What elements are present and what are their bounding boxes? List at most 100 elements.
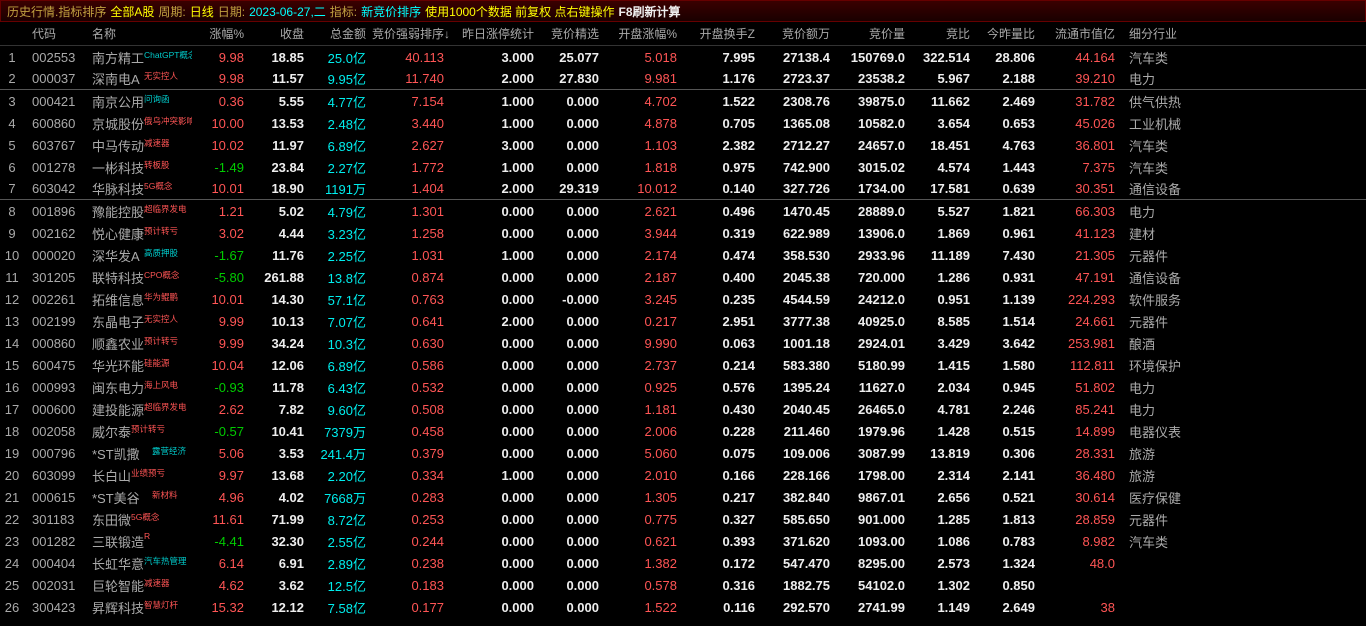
yesterday-limit: 3.000 xyxy=(450,50,540,65)
day-ratio: 0.639 xyxy=(976,181,1041,196)
table-row[interactable]: 18002058威尔泰预计转亏-0.5710.417379万0.4580.000… xyxy=(0,420,1366,442)
close-price: 10.41 xyxy=(250,424,310,439)
day-ratio: 0.931 xyxy=(976,270,1041,285)
amount: 4.79亿 xyxy=(310,202,372,221)
amount: 6.43亿 xyxy=(310,378,372,397)
col-close[interactable]: 收盘 xyxy=(250,25,310,42)
table-row[interactable]: 23001282三联锻造R-4.4132.302.55亿0.2440.0000.… xyxy=(0,530,1366,552)
table-row[interactable]: 19000796*ST凯撒露营经济5.063.53241.4万0.3790.00… xyxy=(0,442,1366,464)
table-row[interactable]: 22301183东田微5G概念11.6171.998.72亿0.2530.000… xyxy=(0,508,1366,530)
table-row[interactable]: 14000860顺鑫农业预计转亏9.9934.2410.3亿0.6300.000… xyxy=(0,332,1366,354)
bid-select: 0.000 xyxy=(540,556,605,571)
stock-name: 一彬科技转板股 xyxy=(92,158,192,177)
industry: 电力 xyxy=(1121,69,1196,88)
industry: 汽车类 xyxy=(1121,532,1196,551)
col-bidr[interactable]: 竞比 xyxy=(911,25,976,42)
table-row[interactable]: 9002162悦心健康预计转亏3.024.443.23亿1.2580.0000.… xyxy=(0,222,1366,244)
col-ind[interactable]: 细分行业 xyxy=(1121,25,1196,42)
table-row[interactable]: 21000615*ST美谷新材料4.964.027668万0.2830.0000… xyxy=(0,486,1366,508)
col-open[interactable]: 开盘涨幅% xyxy=(605,25,683,42)
bid-amount: 109.006 xyxy=(761,446,836,461)
stock-code: 002058 xyxy=(30,424,92,439)
col-dayr[interactable]: 今昨量比 xyxy=(976,25,1041,42)
open-pct: 1.818 xyxy=(605,160,683,175)
table-row[interactable]: 8001896豫能控股超临界发电1.215.024.79亿1.3010.0000… xyxy=(0,200,1366,222)
row-index: 23 xyxy=(0,534,30,549)
close-price: 261.88 xyxy=(250,270,310,285)
stock-name: 联特科技CPO概念 xyxy=(92,268,192,287)
open-pct: 1.382 xyxy=(605,556,683,571)
col-code[interactable]: 代码 xyxy=(30,25,92,42)
col-bidvol[interactable]: 竞价量 xyxy=(836,25,911,42)
table-row[interactable]: 17000600建投能源超临界发电2.627.829.60亿0.5080.000… xyxy=(0,398,1366,420)
stock-code: 301183 xyxy=(30,512,92,527)
stock-name: 长白山业绩预亏 xyxy=(92,466,192,485)
open-turnover: 2.382 xyxy=(683,138,761,153)
bid-ratio: 322.514 xyxy=(911,50,976,65)
col-jj[interactable]: 竞价精选 xyxy=(540,25,605,42)
stock-code: 002031 xyxy=(30,578,92,593)
yesterday-limit: 0.000 xyxy=(450,292,540,307)
rank: 0.641 xyxy=(372,314,450,329)
table-row[interactable]: 16000993闽东电力海上风电-0.9311.786.43亿0.5320.00… xyxy=(0,376,1366,398)
day-ratio: 3.642 xyxy=(976,336,1041,351)
market-cap: 253.981 xyxy=(1041,336,1121,351)
table-row[interactable]: 7603042华脉科技5G概念10.0118.901191万1.4042.000… xyxy=(0,178,1366,200)
col-amt[interactable]: 总金额 xyxy=(310,25,372,42)
close-price: 12.06 xyxy=(250,358,310,373)
market-cap: 36.480 xyxy=(1041,468,1121,483)
bid-select: 0.000 xyxy=(540,204,605,219)
table-row[interactable]: 15600475华光环能硅能源10.0412.066.89亿0.5860.000… xyxy=(0,354,1366,376)
bid-ratio: 8.585 xyxy=(911,314,976,329)
table-row[interactable]: 24000404长虹华意汽车热管理6.146.912.89亿0.2380.000… xyxy=(0,552,1366,574)
amount: 2.48亿 xyxy=(310,114,372,133)
col-rank[interactable]: 竞价强弱排序↓ xyxy=(372,25,450,42)
table-row[interactable]: 20603099长白山业绩预亏9.9713.682.20亿0.3341.0000… xyxy=(0,464,1366,486)
rank: 0.177 xyxy=(372,600,450,615)
table-row[interactable]: 26300423昇辉科技智慧灯杆15.3212.127.58亿0.1770.00… xyxy=(0,596,1366,618)
bid-select: 0.000 xyxy=(540,314,605,329)
col-bidamt[interactable]: 竞价额万 xyxy=(761,25,836,42)
amount: 2.55亿 xyxy=(310,532,372,551)
table-row[interactable]: 12002261拓维信息华为鲲鹏10.0114.3057.1亿0.7630.00… xyxy=(0,288,1366,310)
table-row[interactable]: 10000020深华发A高质押股-1.6711.762.25亿1.0311.00… xyxy=(0,244,1366,266)
pct-change: 6.14 xyxy=(192,556,250,571)
bid-volume: 24657.0 xyxy=(836,138,911,153)
table-row[interactable]: 4600860京城股份俄乌冲突影响10.0013.532.48亿3.4401.0… xyxy=(0,112,1366,134)
rank: 0.283 xyxy=(372,490,450,505)
col-name[interactable]: 名称 xyxy=(92,25,192,42)
bid-ratio: 0.951 xyxy=(911,292,976,307)
col-mcap[interactable]: 流通市值亿 xyxy=(1041,25,1121,42)
stock-name: 深南电A无实控人 xyxy=(92,69,192,88)
table-row[interactable]: 25002031巨轮智能减速器4.623.6212.5亿0.1830.0000.… xyxy=(0,574,1366,596)
yesterday-limit: 0.000 xyxy=(450,270,540,285)
bid-amount: 358.530 xyxy=(761,248,836,263)
col-turn[interactable]: 开盘换手Z xyxy=(683,25,761,42)
table-row[interactable]: 13002199东晶电子无实控人9.9910.137.07亿0.6412.000… xyxy=(0,310,1366,332)
open-turnover: 0.217 xyxy=(683,490,761,505)
table-row[interactable]: 6001278一彬科技转板股-1.4923.842.27亿1.7721.0000… xyxy=(0,156,1366,178)
table-row[interactable]: 3000421南京公用问询函0.365.554.77亿7.1541.0000.0… xyxy=(0,90,1366,112)
yesterday-limit: 0.000 xyxy=(450,556,540,571)
pct-change: 9.98 xyxy=(192,50,250,65)
open-turnover: 0.316 xyxy=(683,578,761,593)
table-row[interactable]: 5603767中马传动减速器10.0211.976.89亿2.6273.0000… xyxy=(0,134,1366,156)
stock-code: 300423 xyxy=(30,600,92,615)
col-yzt[interactable]: 昨日涨停统计 xyxy=(450,25,540,42)
stock-code: 603767 xyxy=(30,138,92,153)
bid-select: 27.830 xyxy=(540,71,605,86)
bid-volume: 5180.99 xyxy=(836,358,911,373)
bid-amount: 228.166 xyxy=(761,468,836,483)
bid-ratio: 1.086 xyxy=(911,534,976,549)
col-pct[interactable]: 涨幅% xyxy=(192,25,250,42)
close-price: 11.76 xyxy=(250,248,310,263)
close-price: 4.44 xyxy=(250,226,310,241)
open-turnover: 0.474 xyxy=(683,248,761,263)
rank: 0.253 xyxy=(372,512,450,527)
amount: 6.89亿 xyxy=(310,136,372,155)
bid-ratio: 1.302 xyxy=(911,578,976,593)
table-row[interactable]: 11301205联特科技CPO概念-5.80261.8813.8亿0.8740.… xyxy=(0,266,1366,288)
day-ratio: 0.783 xyxy=(976,534,1041,549)
table-row[interactable]: 2000037深南电A无实控人9.9811.579.95亿11.7402.000… xyxy=(0,68,1366,90)
table-row[interactable]: 1002553南方精工ChatGPT概念9.9818.8525.0亿40.113… xyxy=(0,46,1366,68)
